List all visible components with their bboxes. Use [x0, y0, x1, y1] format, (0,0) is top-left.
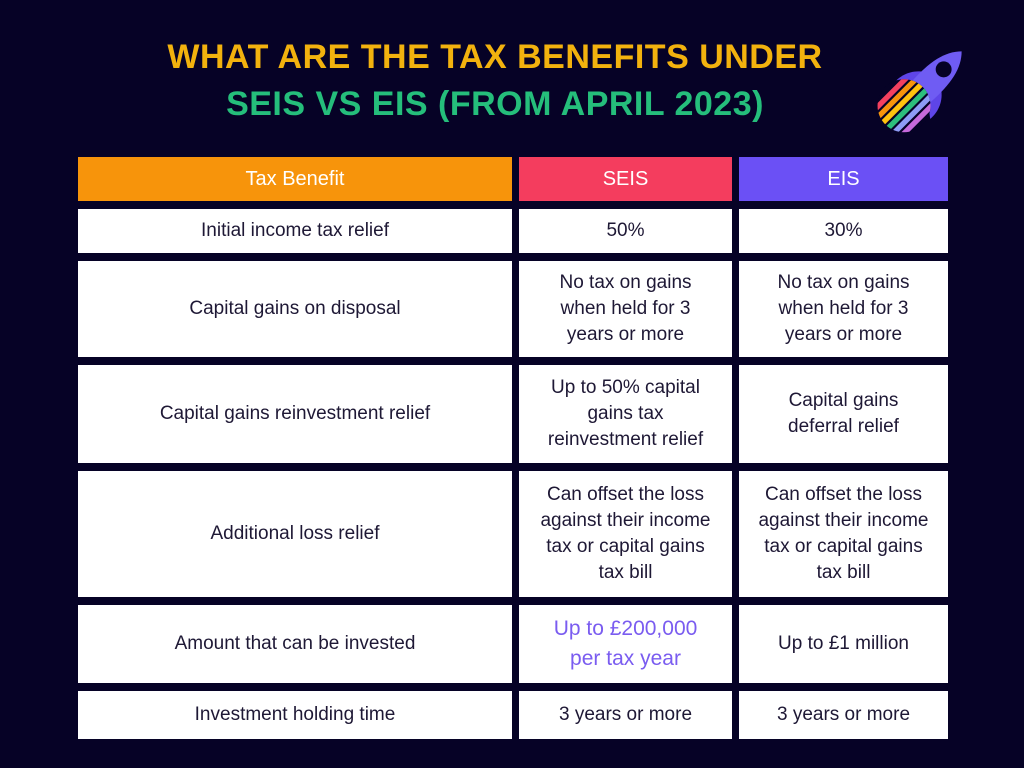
seis-value-cell: Up to 50% capital gains tax reinvestment… — [519, 365, 732, 463]
seis-value: 3 years or more — [558, 703, 693, 725]
eis-value: Capital gains deferral relief — [788, 389, 899, 437]
benefit-cell: Investment holding time — [78, 691, 512, 739]
header-cell-tax-benefit: Tax Benefit — [78, 157, 512, 201]
benefit-cell: Additional loss relief — [78, 471, 512, 597]
seis-value: No tax on gains when held for 3 years or… — [559, 271, 692, 346]
eis-value-cell: 3 years or more — [739, 691, 948, 739]
header-cell-eis: EIS — [739, 157, 948, 201]
eis-value-cell: Up to £1 million — [739, 605, 948, 683]
seis-value-cell: No tax on gains when held for 3 years or… — [519, 261, 732, 357]
title-line-2: SEIS VS EIS (FROM APRIL 2023) — [226, 85, 764, 123]
header-label-eis: EIS — [827, 167, 860, 190]
seis-value: Can offset the loss against their income… — [540, 483, 711, 584]
benefit-cell: Amount that can be invested — [78, 605, 512, 683]
benefit-cell: Capital gains reinvestment relief — [78, 365, 512, 463]
eis-value-cell: Can offset the loss against their income… — [739, 471, 948, 597]
seis-value: 50% — [606, 219, 645, 241]
seis-value-highlighted: Up to £200,000 per tax year — [553, 616, 698, 670]
seis-value-cell: Can offset the loss against their income… — [519, 471, 732, 597]
benefit-label: Capital gains reinvestment relief — [159, 402, 431, 424]
title-line-1: WHAT ARE THE TAX BENEFITS UNDER — [167, 38, 823, 76]
eis-value-cell: No tax on gains when held for 3 years or… — [739, 261, 948, 357]
eis-value: 30% — [824, 219, 863, 241]
seis-value: Up to 50% capital gains tax reinvestment… — [547, 376, 704, 451]
benefit-label: Amount that can be invested — [174, 632, 416, 654]
header-label-tax-benefit: Tax Benefit — [245, 167, 345, 190]
rocket-icon-svg — [877, 51, 962, 133]
eis-value: Can offset the loss against their income… — [758, 483, 929, 584]
eis-value: 3 years or more — [776, 703, 911, 725]
header-label-seis: SEIS — [602, 167, 649, 190]
eis-value: No tax on gains when held for 3 years or… — [777, 271, 910, 346]
benefit-label: Capital gains on disposal — [189, 297, 401, 319]
benefit-cell: Capital gains on disposal — [78, 261, 512, 357]
eis-value-cell: 30% — [739, 209, 948, 253]
benefit-label: Additional loss relief — [210, 522, 380, 544]
benefit-label: Initial income tax relief — [201, 219, 389, 241]
eis-value: Up to £1 million — [778, 632, 909, 654]
seis-value-cell: 50% — [519, 209, 732, 253]
seis-value-cell: Up to £200,000 per tax year — [519, 605, 732, 683]
seis-eis-comparison-table: Tax Benefit SEIS EIS Initial income tax … — [78, 157, 948, 739]
seis-value-cell: 3 years or more — [519, 691, 732, 739]
benefit-cell: Initial income tax relief — [78, 209, 512, 253]
rocket-icon — [868, 24, 974, 142]
benefit-label: Investment holding time — [194, 703, 396, 725]
page-title: WHAT ARE THE TAX BENEFITS UNDER SEIS VS … — [50, 34, 940, 128]
eis-value-cell: Capital gains deferral relief — [739, 365, 948, 463]
header-cell-seis: SEIS — [519, 157, 732, 201]
